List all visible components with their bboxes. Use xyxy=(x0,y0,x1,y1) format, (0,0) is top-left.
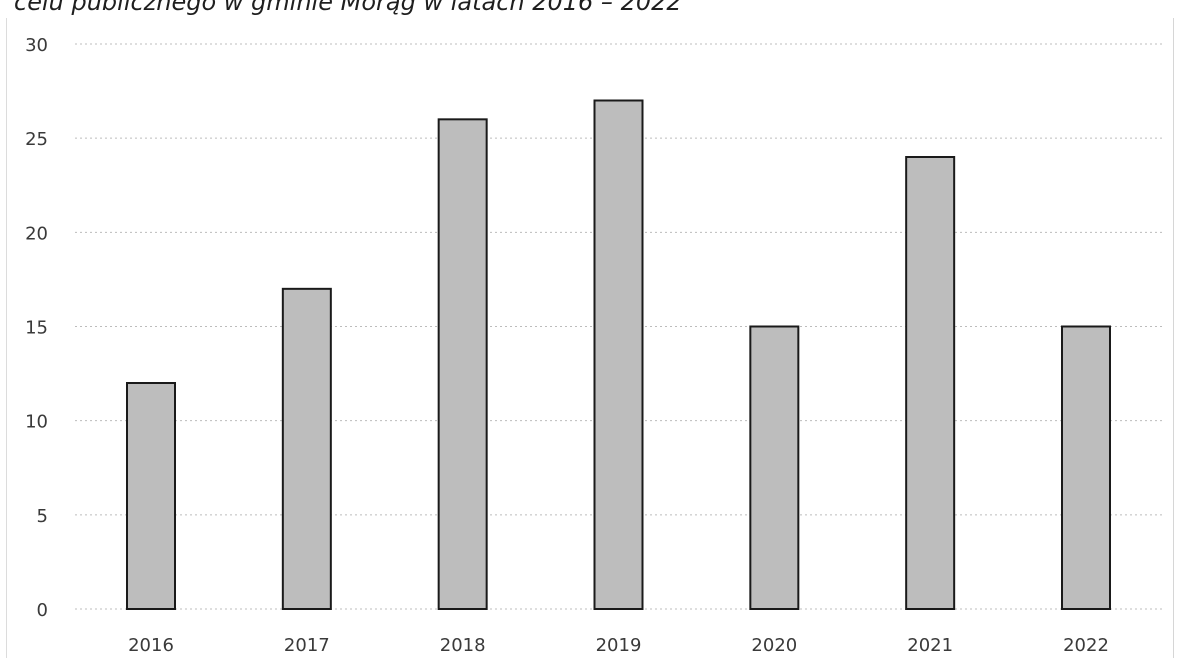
bar-2022 xyxy=(1061,325,1111,610)
y-tick-label: 10 xyxy=(25,412,48,433)
y-tick-label: 20 xyxy=(25,223,48,244)
y-tick-label: 0 xyxy=(37,600,48,621)
x-tick-label: 2018 xyxy=(440,635,486,656)
y-tick-label: 5 xyxy=(37,506,48,527)
frame-left-edge xyxy=(6,18,7,658)
bar-2020 xyxy=(749,325,800,610)
bar-2018 xyxy=(437,118,488,610)
bars xyxy=(126,99,1111,610)
bar-2019 xyxy=(593,99,644,610)
x-tick-label: 2021 xyxy=(907,635,953,656)
y-tick-label: 30 xyxy=(25,35,48,56)
bar-2017 xyxy=(281,287,332,610)
x-tick-label: 2020 xyxy=(751,635,797,656)
x-tick-label: 2019 xyxy=(596,635,642,656)
x-tick-label: 2016 xyxy=(128,635,174,656)
x-tick-label: 2022 xyxy=(1063,635,1109,656)
bar-2016 xyxy=(126,382,176,610)
frame-right-edge xyxy=(1173,18,1174,658)
y-tick-label: 15 xyxy=(25,318,48,339)
y-tick-label: 25 xyxy=(25,129,48,150)
bar-2021 xyxy=(905,156,956,610)
x-axis-tick-labels: 2016 2017 2018 2019 2020 2021 2022 xyxy=(128,635,1109,656)
chart-title: celu publicznego w gminie Morąg w latach… xyxy=(14,0,682,16)
gridlines xyxy=(75,43,1163,610)
x-tick-label: 2017 xyxy=(284,635,330,656)
y-axis-tick-labels: 0 5 10 15 20 25 30 xyxy=(25,35,48,621)
